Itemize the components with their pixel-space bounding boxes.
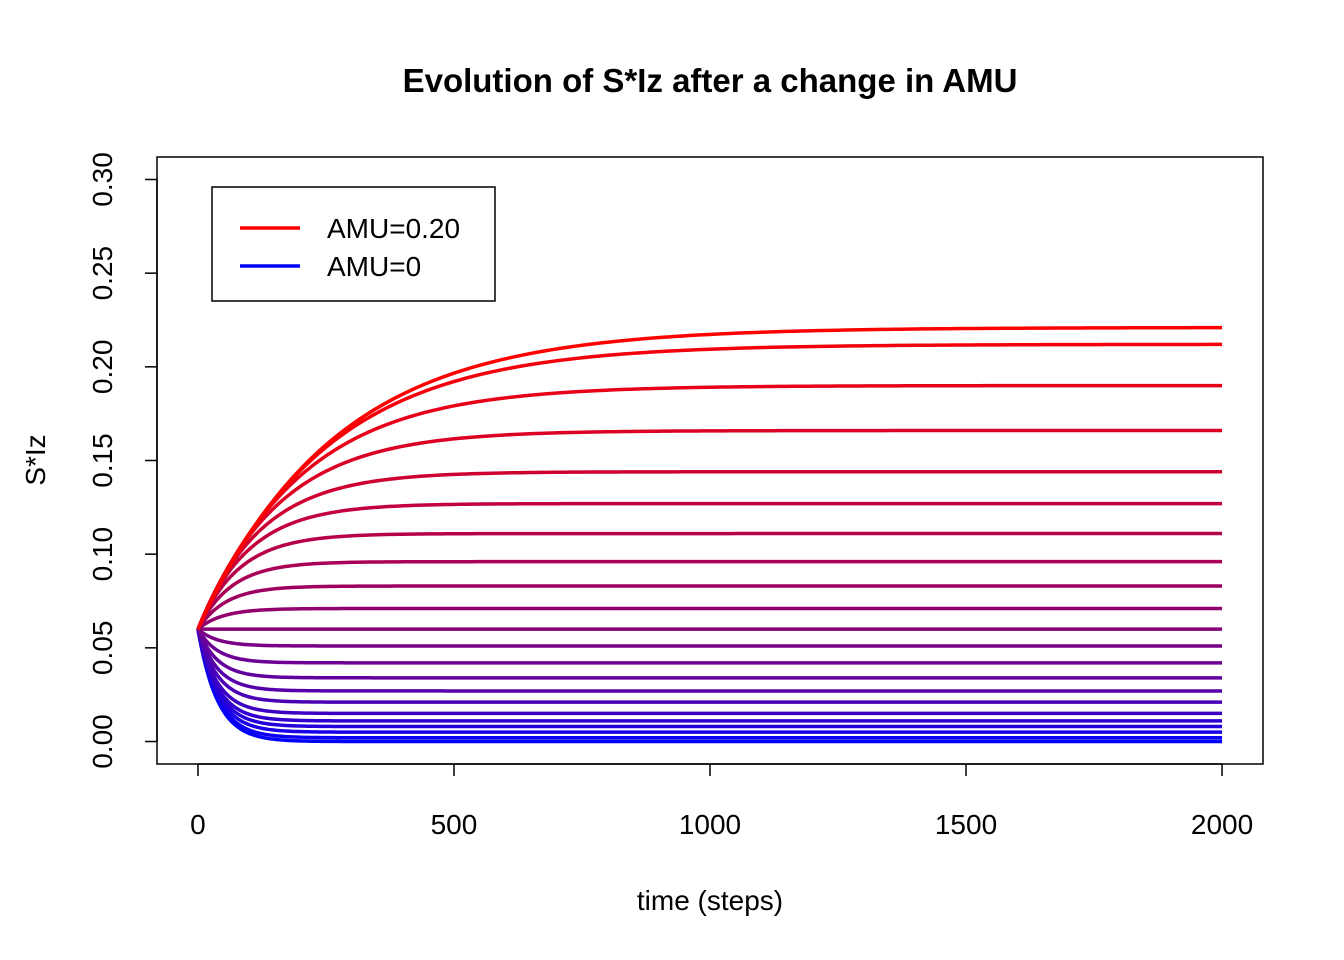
series-line-4 (196, 628, 1223, 723)
series-line-7 (196, 628, 1223, 693)
y-tick-label: 0.15 (87, 433, 118, 488)
x-axis-label: time (steps) (637, 885, 783, 916)
series-line-21 (196, 325, 1223, 630)
series-line-3 (196, 628, 1223, 729)
series-line-12 (196, 606, 1223, 631)
series-line-0 (196, 628, 1223, 744)
series-line-18 (196, 428, 1223, 630)
y-axis-label: S*Iz (20, 434, 51, 485)
series-line-17 (196, 469, 1223, 630)
y-tick-label: 0.10 (87, 527, 118, 582)
series-line-2 (196, 628, 1223, 734)
series-line-5 (196, 628, 1223, 716)
series-line-19 (196, 383, 1223, 630)
chart-title: Evolution of S*Iz after a change in AMU (403, 62, 1018, 99)
series-line-13 (196, 584, 1223, 631)
y-axis: 0.00 0.05 0.10 0.15 0.20 0.25 0.30 (87, 152, 158, 769)
y-tick-label: 0.00 (87, 714, 118, 769)
legend-label-amu-020: AMU=0.20 (327, 213, 460, 244)
series-line-16 (196, 501, 1223, 630)
y-tick-label: 0.20 (87, 340, 118, 395)
legend: AMU=0.20 AMU=0 (211, 186, 496, 302)
series-line-8 (196, 628, 1223, 680)
x-tick-label: 500 (431, 809, 478, 840)
y-tick-label: 0.05 (87, 621, 118, 676)
series-line-9 (196, 628, 1223, 665)
y-tick-label: 0.25 (87, 246, 118, 301)
series-layer (196, 325, 1223, 744)
series-line-6 (196, 628, 1223, 704)
series-line-1 (196, 628, 1223, 740)
x-tick-label: 0 (190, 809, 206, 840)
legend-box (211, 186, 496, 302)
x-tick-label: 2000 (1191, 809, 1253, 840)
x-axis: 0 500 1000 1500 2000 (190, 763, 1253, 840)
series-line-10 (196, 627, 1223, 648)
x-tick-label: 1000 (679, 809, 741, 840)
legend-label-amu-0: AMU=0 (327, 251, 421, 282)
y-tick-label: 0.30 (87, 152, 118, 207)
series-line-15 (196, 531, 1223, 630)
series-line-14 (196, 559, 1223, 630)
x-tick-label: 1500 (935, 809, 997, 840)
